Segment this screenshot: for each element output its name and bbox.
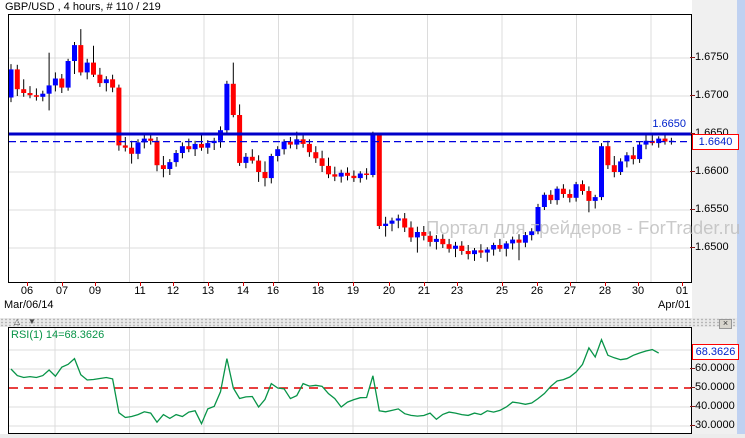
date-tick-label: 09 xyxy=(88,285,102,297)
date-tick xyxy=(318,282,319,286)
rsi-tick-label: 50.0000 xyxy=(695,381,735,393)
date-tick-label: 16 xyxy=(266,285,280,297)
date-tick xyxy=(682,282,683,286)
price-tick xyxy=(690,171,695,172)
time-axis-start-date: Mar/06/14 xyxy=(4,299,54,311)
rsi-tick-label: 30.0000 xyxy=(695,419,735,431)
rsi-tick xyxy=(690,406,695,407)
price-tick xyxy=(690,133,695,134)
price-tick-label: 1.6500 xyxy=(695,241,729,253)
date-tick-label: 21 xyxy=(417,285,431,297)
rsi-svg[interactable] xyxy=(9,328,691,433)
rsi-line xyxy=(10,337,660,426)
date-tick xyxy=(353,282,354,286)
rsi-indicator-label: RSI(1) 14=68.3626 xyxy=(11,329,105,341)
date-tick-label: 12 xyxy=(166,285,180,297)
date-tick-label: 30 xyxy=(631,285,645,297)
date-tick-label: 14 xyxy=(236,285,250,297)
date-tick-label: 28 xyxy=(598,285,612,297)
collapse-panel-icon[interactable]: ▼ xyxy=(28,317,36,326)
bid-price-label: 1.6640 xyxy=(692,134,739,150)
rsi-tick-label: 60.0000 xyxy=(695,362,735,374)
price-tick-label: 1.6750 xyxy=(695,51,729,63)
date-tick xyxy=(638,282,639,286)
rsi-current-value-label: 68.3626 xyxy=(692,344,739,360)
close-indicator-button[interactable]: × xyxy=(719,318,732,329)
date-tick-label: 25 xyxy=(495,285,509,297)
date-tick xyxy=(95,282,96,286)
time-axis-end-date: Apr/01 xyxy=(658,299,691,311)
date-tick-label: 11 xyxy=(134,285,146,297)
window-bottom-edge xyxy=(0,434,745,438)
rsi-tick-label: 40.0000 xyxy=(695,400,735,412)
price-tick-label: 1.6600 xyxy=(695,165,729,177)
price-tick-label: 1.6700 xyxy=(695,89,729,101)
date-tick-label: 20 xyxy=(382,285,396,297)
window-edge xyxy=(737,0,745,438)
candlestick-svg[interactable] xyxy=(9,15,691,282)
date-tick-label: 27 xyxy=(563,285,577,297)
date-tick xyxy=(605,282,606,286)
hline-price-label: 1.6650 xyxy=(652,118,686,130)
date-tick xyxy=(424,282,425,286)
date-tick xyxy=(537,282,538,286)
date-tick xyxy=(27,282,28,286)
candles xyxy=(9,29,674,262)
panel-splitter[interactable]: △ ▼ × xyxy=(0,317,737,329)
date-tick-label: 07 xyxy=(55,285,69,297)
price-axis-strip[interactable] xyxy=(692,0,737,438)
date-tick-label: 13 xyxy=(201,285,215,297)
date-tick-label: 06 xyxy=(20,285,34,297)
date-tick-label: 19 xyxy=(346,285,360,297)
date-tick-label: 18 xyxy=(311,285,325,297)
price-tick-label: 1.6550 xyxy=(695,203,729,215)
chart-title: GBP/USD , 4 hours, # 110 / 219 xyxy=(5,1,161,13)
date-tick xyxy=(173,282,174,286)
price-tick xyxy=(690,95,695,96)
date-tick xyxy=(570,282,571,286)
date-tick xyxy=(502,282,503,286)
rsi-tick xyxy=(690,368,695,369)
date-tick-label: 01 xyxy=(675,285,689,297)
date-tick xyxy=(62,282,63,286)
price-tick xyxy=(690,247,695,248)
rsi-indicator-chart[interactable] xyxy=(8,327,692,434)
main-price-chart[interactable] xyxy=(8,14,692,283)
rsi-tick xyxy=(690,425,695,426)
date-tick xyxy=(457,282,458,286)
price-tick xyxy=(690,209,695,210)
price-tick xyxy=(690,57,695,58)
date-tick xyxy=(208,282,209,286)
date-tick xyxy=(140,282,141,286)
rsi-tick xyxy=(690,387,695,388)
date-tick xyxy=(389,282,390,286)
date-tick xyxy=(243,282,244,286)
date-tick-label: 26 xyxy=(530,285,544,297)
expand-panel-icon[interactable]: △ xyxy=(14,317,21,326)
date-tick-label: 23 xyxy=(450,285,464,297)
date-tick xyxy=(273,282,274,286)
